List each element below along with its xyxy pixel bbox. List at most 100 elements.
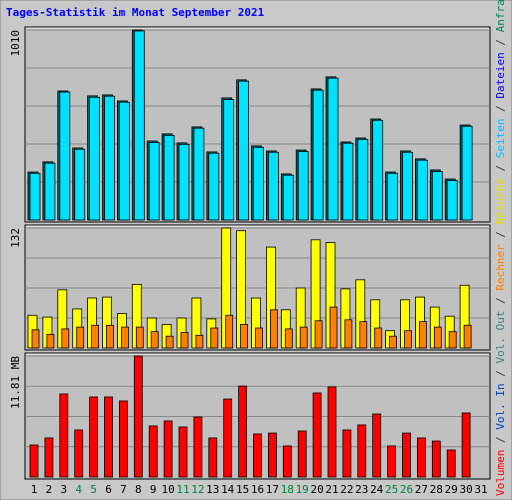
bar <box>208 437 218 478</box>
legend-entry: Besuche <box>494 178 507 224</box>
bar <box>387 172 399 221</box>
x-tick-label: 8 <box>135 483 142 496</box>
bar <box>284 328 293 349</box>
bar <box>253 146 264 221</box>
x-tick-label: 5 <box>90 483 97 496</box>
bar <box>238 385 248 478</box>
x-tick-label: 12 <box>191 483 204 496</box>
bar <box>342 142 354 221</box>
legend-separator: / <box>494 291 507 311</box>
bar <box>91 324 99 349</box>
bar <box>344 319 353 349</box>
bar <box>104 95 115 221</box>
legend-separator: / <box>494 430 507 450</box>
bar <box>416 159 428 221</box>
bar <box>253 433 262 478</box>
bar <box>255 327 263 349</box>
x-tick-label: 28 <box>430 483 443 496</box>
bar <box>44 162 56 221</box>
x-tick-label: 7 <box>120 483 127 496</box>
x-tick-label: 2 <box>46 483 53 496</box>
bar <box>404 330 412 349</box>
x-tick-label: 29 <box>445 483 458 496</box>
x-tick-label: 18 <box>281 483 294 496</box>
bar <box>267 151 279 221</box>
bar <box>297 430 307 478</box>
bar <box>446 180 458 221</box>
bar <box>89 396 98 478</box>
bar <box>372 413 382 478</box>
bar <box>357 424 367 478</box>
bar <box>448 331 457 349</box>
bar <box>269 309 278 349</box>
bar <box>148 142 160 221</box>
bar <box>223 398 233 478</box>
bar <box>357 139 369 221</box>
bar <box>180 332 189 349</box>
bar <box>342 429 352 478</box>
bar <box>267 432 277 478</box>
bar <box>372 119 384 221</box>
bar <box>104 396 113 478</box>
bar <box>389 335 398 349</box>
bar <box>314 320 323 349</box>
bar <box>431 171 443 221</box>
legend-entry: Rechner <box>494 244 507 291</box>
bar <box>163 420 173 478</box>
bar <box>387 445 397 478</box>
bar <box>431 440 441 478</box>
legend-entry: Vol. In <box>494 383 507 429</box>
bar <box>402 432 411 478</box>
bar <box>44 437 54 478</box>
bar <box>165 335 174 349</box>
bar <box>29 172 41 221</box>
legend-separator: / <box>494 224 507 244</box>
bar <box>329 306 338 349</box>
bar <box>29 444 39 478</box>
x-tick-label: 13 <box>206 483 219 496</box>
legend-separator: / <box>494 99 507 119</box>
bar <box>297 151 309 221</box>
x-tick-label: 19 <box>296 483 309 496</box>
bar <box>238 80 250 221</box>
legend-entry: Anfragen <box>494 0 507 32</box>
x-tick-label: 17 <box>266 483 279 496</box>
legend: Volumen / Vol. In / Vol. Out / Rechner /… <box>494 0 507 496</box>
x-tick-label: 21 <box>325 483 338 496</box>
x-tick-label: 3 <box>60 483 67 496</box>
x-tick-label: 6 <box>105 483 112 496</box>
legend-entry: Volumen <box>494 450 507 496</box>
bar <box>46 333 55 349</box>
bar <box>208 152 220 221</box>
bar <box>418 321 427 349</box>
bar <box>327 386 337 478</box>
bar <box>463 324 472 349</box>
x-tick-label: 11 <box>176 483 189 496</box>
bar <box>121 326 129 349</box>
bar <box>195 334 204 349</box>
bar <box>178 143 190 221</box>
x-tick-label: 27 <box>415 483 428 496</box>
x-tick-label: 24 <box>370 483 384 496</box>
legend-separator: / <box>494 364 507 384</box>
x-tick-label: 23 <box>355 483 368 496</box>
x-tick-label: 4 <box>75 483 82 496</box>
y-tick-label: 1010 <box>9 30 22 57</box>
bar <box>374 327 383 349</box>
x-tick-label: 1 <box>31 483 38 496</box>
bar <box>61 328 70 349</box>
x-tick-label: 26 <box>400 483 413 496</box>
bar <box>240 323 249 349</box>
bar <box>163 134 175 221</box>
bar <box>327 77 339 221</box>
x-tick-label: 10 <box>161 483 174 496</box>
bar <box>461 412 471 478</box>
bar <box>31 329 40 349</box>
bar <box>119 101 130 221</box>
bar <box>299 326 308 349</box>
x-tick-label: 15 <box>236 483 249 496</box>
chart-title: Tages-Statistik im Monat September 2021 <box>6 6 265 19</box>
bar <box>416 437 426 478</box>
bar <box>133 355 143 478</box>
